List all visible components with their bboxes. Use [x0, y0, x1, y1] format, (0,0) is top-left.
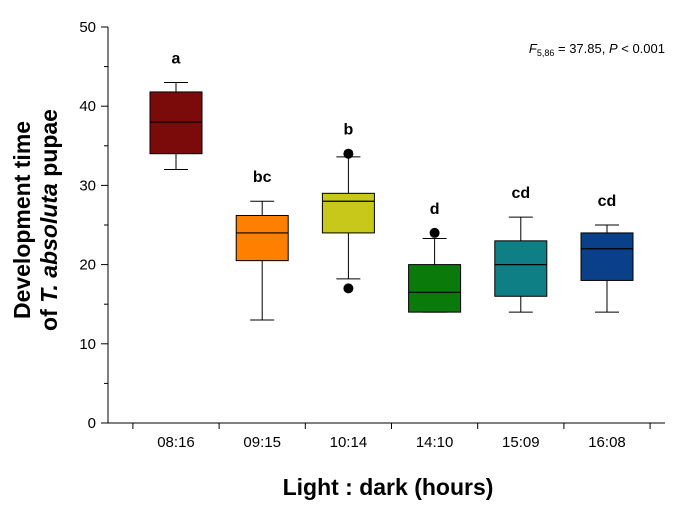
significance-letter: d	[430, 201, 440, 218]
outlier-point	[343, 283, 354, 294]
box-09-15	[235, 214, 289, 262]
significance-letter: bc	[253, 169, 272, 186]
y-tick-label: 40	[79, 98, 96, 115]
y-axis-title-prefix: of	[36, 303, 62, 331]
f-subscript: 5,86	[537, 48, 555, 58]
f-value: = 37.85,	[554, 41, 609, 56]
x-tick-label: 16:08	[588, 434, 626, 451]
x-tick-label: 14:10	[416, 434, 454, 451]
y-axis-title-line1: Development time	[9, 121, 35, 319]
significance-letter: a	[172, 50, 181, 67]
y-tick-label: 50	[79, 19, 96, 36]
p-value: < 0.001	[618, 41, 665, 56]
x-tick-label: 09:15	[243, 434, 281, 451]
y-tick-label: 10	[79, 336, 96, 353]
outlier-point	[429, 227, 440, 238]
y-tick-label: 0	[88, 415, 96, 432]
significance-letter: cd	[511, 185, 530, 202]
x-tick-label: 10:14	[330, 434, 368, 451]
y-axis-title-line2: of T. absoluta pupae	[36, 109, 62, 331]
box-14-10	[408, 264, 462, 313]
box-15-09	[494, 240, 548, 297]
statistics-annotation: F5,86 = 37.85, P < 0.001	[529, 41, 665, 58]
outlier-point	[343, 148, 354, 159]
x-axis-title: Light : dark (hours)	[283, 474, 494, 500]
plot-area: 0 10 20 30 40 50 a 08:16 bc 09:15 b 10:14 d 14:10 cd 15…	[79, 19, 665, 451]
y-axis-title-species: T. absoluta	[36, 183, 62, 303]
y-axis-title: Development time of T. absoluta pupae	[9, 109, 62, 331]
box-10-14	[321, 192, 375, 234]
p-symbol: P	[609, 41, 618, 56]
significance-letter: b	[344, 122, 354, 139]
x-tick-label: 08:16	[157, 434, 195, 451]
y-axis-title-suffix: pupae	[36, 109, 62, 183]
box-08-16	[149, 91, 203, 155]
y-tick-label: 20	[79, 257, 96, 274]
box-16-08	[580, 232, 634, 281]
f-symbol: F	[529, 41, 538, 56]
significance-letter: cd	[598, 193, 617, 210]
x-tick-label: 15:09	[502, 434, 540, 451]
y-tick-label: 30	[79, 177, 96, 194]
